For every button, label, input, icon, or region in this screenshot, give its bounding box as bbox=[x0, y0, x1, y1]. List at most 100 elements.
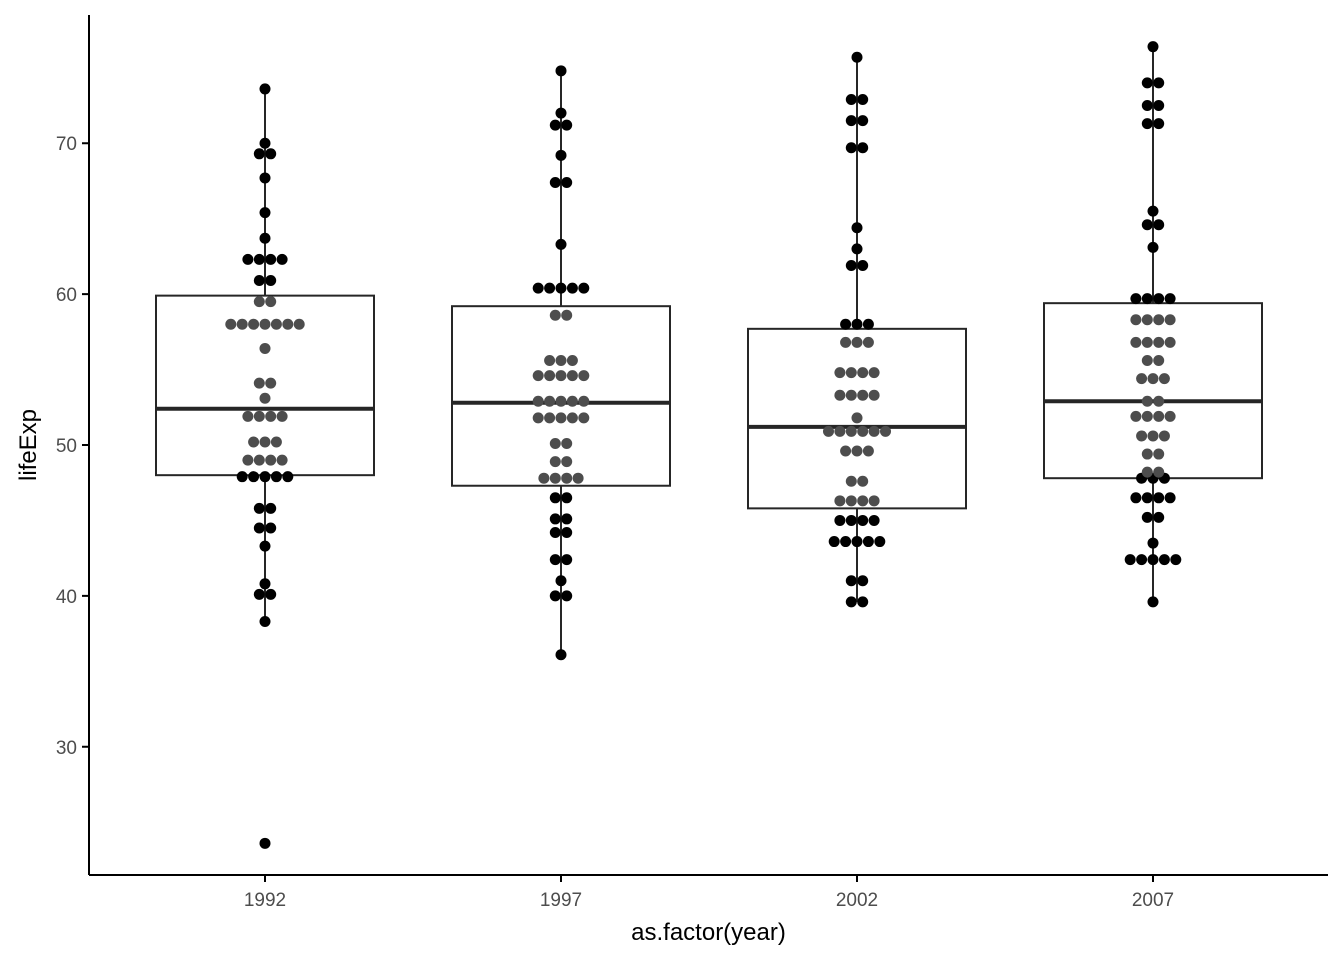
data-point bbox=[851, 243, 863, 255]
data-point bbox=[561, 456, 573, 468]
data-point bbox=[1153, 466, 1165, 478]
data-point bbox=[1164, 293, 1176, 305]
data-point bbox=[253, 377, 265, 389]
data-point bbox=[845, 596, 857, 608]
data-point bbox=[845, 425, 857, 437]
y-tick-label: 70 bbox=[56, 134, 77, 155]
data-point bbox=[1141, 77, 1153, 89]
data-point bbox=[236, 318, 248, 330]
data-point bbox=[1141, 100, 1153, 112]
data-point bbox=[851, 412, 863, 424]
data-point bbox=[1141, 118, 1153, 130]
data-point bbox=[1147, 537, 1159, 549]
x-tick-label: 2007 bbox=[1132, 890, 1174, 911]
axes-layer: 30 40 50 60 70 1992 1997 2002 2007 bbox=[56, 15, 1328, 911]
data-point bbox=[874, 536, 886, 548]
data-point bbox=[259, 616, 271, 628]
data-point bbox=[566, 395, 578, 407]
data-point bbox=[1141, 355, 1153, 367]
data-point bbox=[259, 318, 271, 330]
y-tick-label: 40 bbox=[56, 587, 77, 608]
data-point bbox=[1164, 336, 1176, 348]
x-tick-label: 1997 bbox=[540, 890, 582, 911]
data-point bbox=[561, 590, 573, 602]
data-point bbox=[561, 472, 573, 484]
data-point bbox=[561, 513, 573, 525]
data-point bbox=[549, 527, 561, 539]
data-point bbox=[857, 495, 869, 507]
data-point bbox=[544, 282, 556, 294]
data-point bbox=[857, 115, 869, 127]
data-point bbox=[834, 389, 846, 401]
data-point bbox=[851, 51, 863, 63]
data-point bbox=[1130, 293, 1142, 305]
data-point bbox=[544, 370, 556, 382]
data-point bbox=[578, 412, 590, 424]
data-point bbox=[236, 471, 248, 483]
data-point bbox=[265, 502, 277, 514]
data-point bbox=[840, 536, 852, 548]
data-point bbox=[259, 207, 271, 219]
box-iqr bbox=[1043, 302, 1263, 480]
data-point bbox=[265, 275, 277, 287]
data-point bbox=[555, 649, 567, 661]
data-point bbox=[868, 389, 880, 401]
data-point bbox=[259, 471, 271, 483]
data-point bbox=[555, 282, 567, 294]
data-point bbox=[555, 395, 567, 407]
data-point bbox=[857, 475, 869, 487]
data-point bbox=[823, 425, 834, 437]
data-point bbox=[828, 536, 840, 548]
data-point bbox=[253, 588, 265, 600]
data-point bbox=[840, 318, 852, 330]
x-tick-label: 2002 bbox=[836, 890, 878, 911]
data-point bbox=[276, 253, 288, 265]
data-point bbox=[259, 837, 271, 849]
data-point bbox=[549, 590, 561, 602]
data-point bbox=[532, 395, 544, 407]
data-point bbox=[1164, 492, 1176, 504]
data-point bbox=[578, 395, 590, 407]
data-point bbox=[834, 367, 846, 379]
data-point bbox=[544, 395, 556, 407]
data-point bbox=[259, 540, 271, 552]
data-point bbox=[1153, 118, 1165, 130]
data-point bbox=[555, 412, 567, 424]
data-point bbox=[578, 282, 590, 294]
data-point bbox=[248, 318, 260, 330]
data-point bbox=[253, 275, 265, 287]
data-point bbox=[1158, 373, 1170, 385]
data-point bbox=[851, 536, 863, 548]
data-point bbox=[549, 309, 561, 321]
data-point bbox=[857, 575, 869, 587]
data-point bbox=[253, 296, 265, 308]
data-point bbox=[1141, 511, 1153, 523]
data-point bbox=[868, 425, 880, 437]
data-point bbox=[259, 392, 271, 404]
data-point bbox=[845, 495, 857, 507]
data-point bbox=[282, 318, 294, 330]
data-point bbox=[1136, 373, 1148, 385]
data-point bbox=[1141, 492, 1153, 504]
data-point bbox=[293, 318, 305, 330]
data-point bbox=[549, 472, 561, 484]
data-point bbox=[1153, 77, 1165, 89]
data-point bbox=[1153, 448, 1165, 460]
data-point bbox=[1124, 554, 1136, 566]
data-point bbox=[868, 495, 880, 507]
data-point bbox=[1158, 554, 1170, 566]
data-point bbox=[840, 445, 852, 457]
data-point bbox=[845, 142, 857, 154]
data-point bbox=[253, 253, 265, 265]
data-point bbox=[532, 370, 544, 382]
data-point bbox=[845, 514, 857, 526]
data-point bbox=[549, 492, 561, 504]
data-point bbox=[1141, 466, 1153, 478]
data-point bbox=[845, 367, 857, 379]
data-point bbox=[845, 93, 857, 105]
data-point bbox=[1164, 314, 1176, 326]
data-point bbox=[555, 149, 567, 161]
data-point bbox=[1147, 41, 1159, 53]
data-point bbox=[1141, 314, 1153, 326]
data-point bbox=[845, 389, 857, 401]
